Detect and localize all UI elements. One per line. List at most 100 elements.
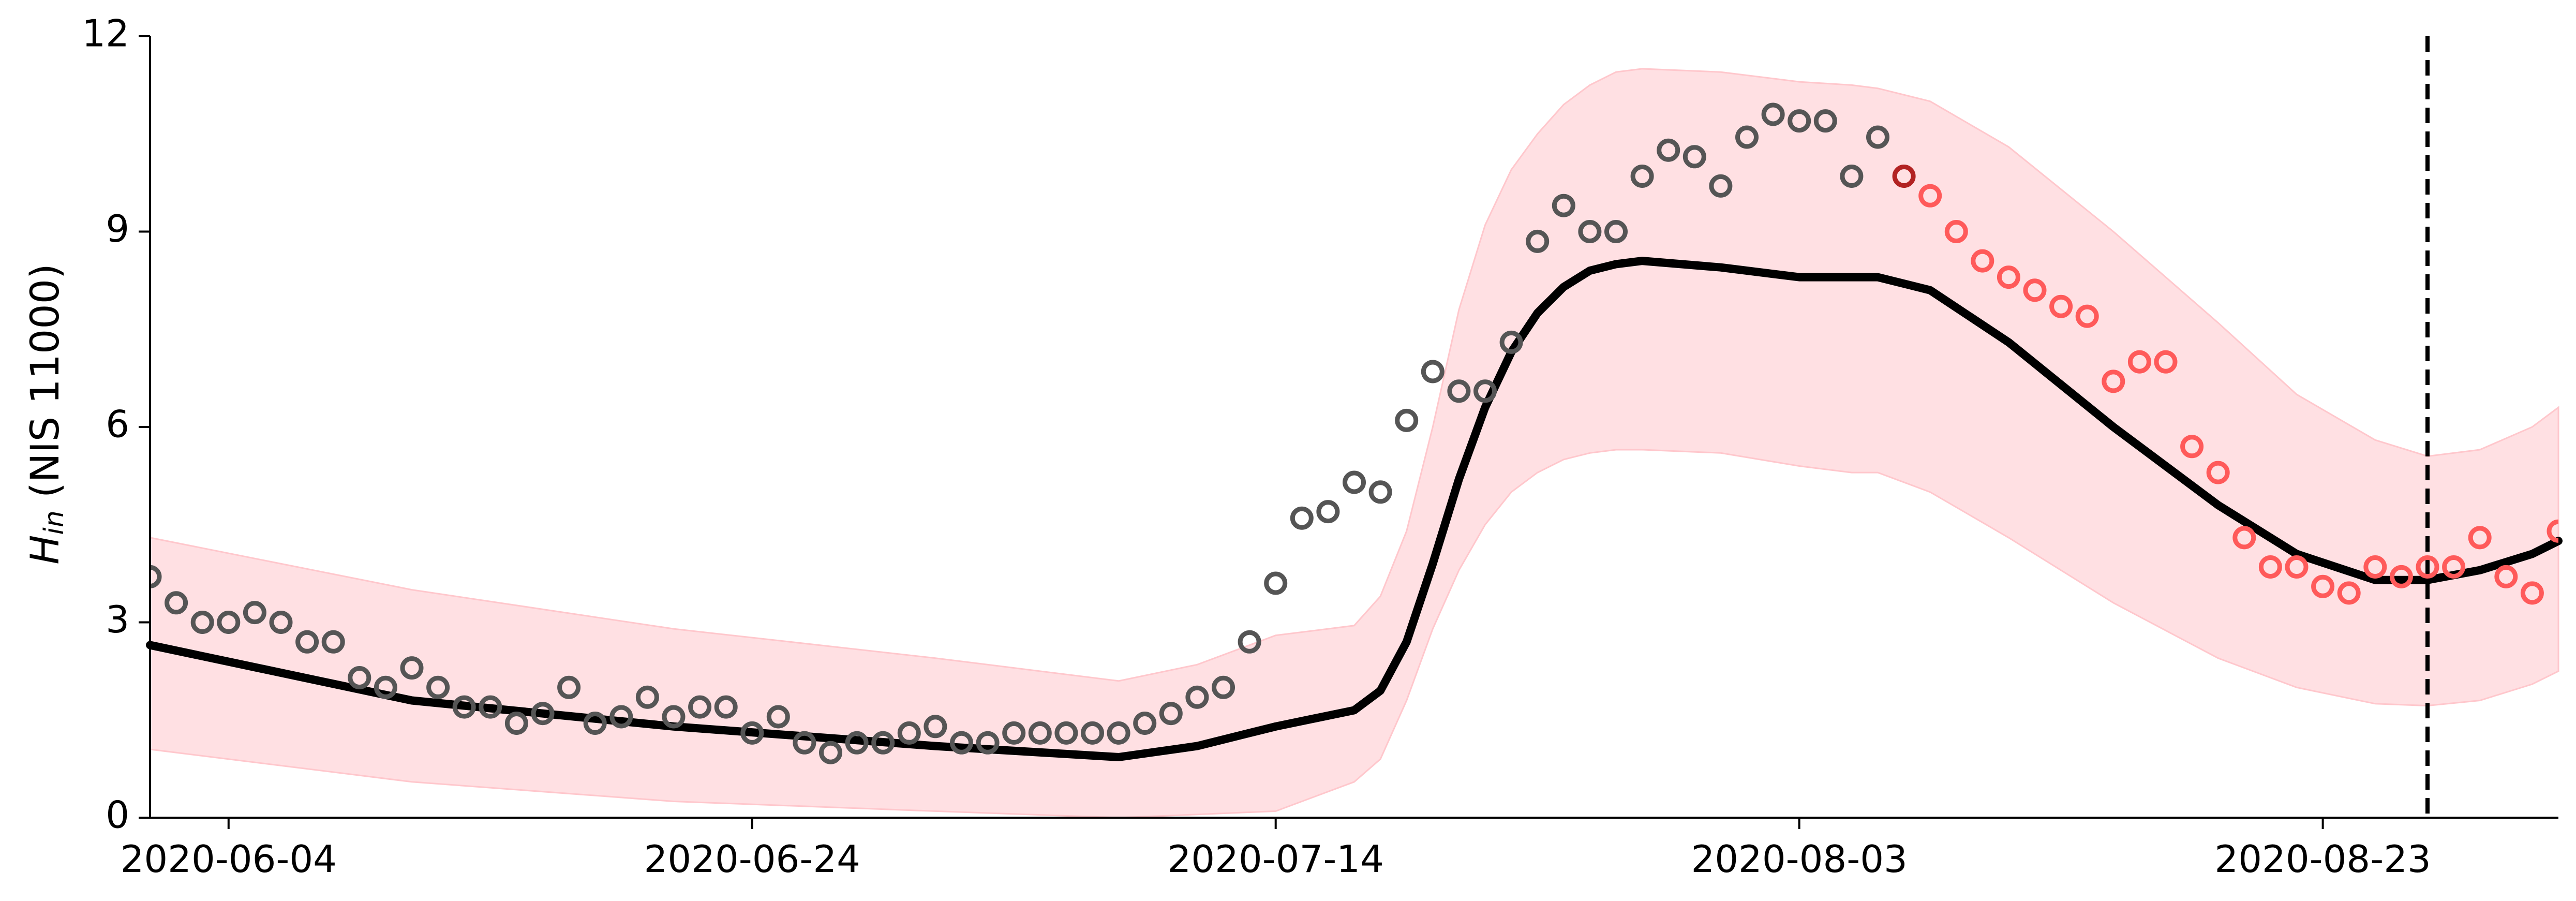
- observed-point: [1185, 685, 1209, 709]
- forecast-point: [2311, 574, 2335, 598]
- observed-point: [504, 712, 528, 735]
- y-axis-title-main: H: [22, 535, 68, 565]
- observed-point: [426, 675, 450, 699]
- x-tick-label: 2020-06-04: [121, 837, 337, 881]
- observed-point: [897, 721, 921, 745]
- observed-point: [1368, 480, 1392, 504]
- forecast-point: [2232, 526, 2256, 550]
- observed-point: [1735, 125, 1759, 149]
- observed-point: [1002, 721, 1026, 745]
- observed-point: [1709, 174, 1733, 198]
- forecast-point: [1944, 220, 1968, 243]
- forecast-point: [2416, 555, 2439, 579]
- observed-point: [1840, 165, 1864, 188]
- forecast-point: [2258, 555, 2282, 579]
- observed-point: [819, 741, 842, 764]
- y-tick-label: 6: [106, 403, 129, 446]
- y-tick-label: 9: [106, 207, 129, 250]
- observed-point: [165, 591, 188, 615]
- observed-point: [348, 666, 371, 689]
- forecast-point: [2337, 581, 2361, 605]
- observed-point: [871, 731, 895, 755]
- observed-point: [1813, 109, 1837, 133]
- forecast-point: [2049, 294, 2073, 318]
- observed-point: [740, 721, 764, 745]
- x-tick-label: 2020-07-14: [1167, 837, 1383, 881]
- observed-point: [269, 611, 293, 634]
- observed-point: [1133, 712, 1157, 735]
- observed-point: [1447, 379, 1471, 403]
- observed-point: [531, 702, 555, 726]
- observed-point: [1473, 379, 1497, 403]
- observed-point: [374, 675, 397, 699]
- observed-point: [1159, 702, 1183, 726]
- x-tick-label: 2020-08-23: [2214, 837, 2431, 881]
- highlight-point: [1892, 165, 1916, 188]
- forecast-point: [2442, 555, 2466, 579]
- forecast-point: [2102, 370, 2125, 393]
- observed-point: [1343, 470, 1366, 494]
- observed-point: [1238, 630, 1261, 654]
- forecast-point: [2023, 278, 2047, 302]
- observed-point: [1054, 721, 1078, 745]
- observed-point: [1552, 194, 1575, 217]
- observed-point: [662, 705, 686, 729]
- observed-point: [924, 715, 947, 738]
- forecast-point: [2127, 350, 2151, 374]
- observed-point: [609, 705, 633, 729]
- observed-point: [1682, 145, 1706, 169]
- forecast-point: [1918, 184, 1942, 208]
- observed-point: [1526, 229, 1550, 253]
- observed-point: [714, 695, 738, 719]
- observed-point: [400, 656, 424, 680]
- observed-point: [321, 630, 345, 654]
- observed-point: [1081, 721, 1104, 745]
- y-tick-label: 3: [106, 598, 129, 641]
- observed-point: [217, 611, 241, 634]
- observed-point: [243, 601, 266, 625]
- forecast-point: [2468, 526, 2492, 550]
- observed-point: [1316, 500, 1340, 524]
- observed-point: [1630, 165, 1654, 188]
- y-axis-title-sub: in: [39, 510, 70, 535]
- observed-point: [688, 695, 712, 719]
- observed-point: [479, 695, 502, 719]
- observed-point: [635, 685, 659, 709]
- fit-line: [146, 257, 2563, 761]
- y-axis-title: Hin (NIS 11000): [22, 263, 70, 564]
- observed-point: [452, 695, 476, 719]
- forecast-point: [2494, 565, 2518, 588]
- forecast-point: [2363, 555, 2387, 579]
- forecast-point: [2206, 461, 2230, 484]
- observed-point: [1604, 220, 1628, 243]
- observed-point: [557, 675, 581, 699]
- observed-point: [766, 705, 790, 729]
- observed-point: [1578, 220, 1602, 243]
- observed-point: [1028, 721, 1052, 745]
- observed-point: [1264, 571, 1288, 595]
- forecast-point: [2154, 350, 2178, 374]
- axes-layer: 0 3 6 9 12 2020-06-04 2020-06-24 2020-07-14 2020…: [82, 12, 2558, 881]
- observed-point: [1657, 138, 1680, 162]
- observed-point: [1499, 330, 1523, 354]
- observed-point: [1107, 721, 1130, 745]
- observed-point: [1761, 102, 1785, 126]
- forecast-point: [2520, 581, 2544, 605]
- observed-point: [950, 731, 973, 755]
- observed-point: [150, 565, 162, 588]
- forecast-point: [2389, 565, 2413, 588]
- confidence-band-layer: [149, 68, 2559, 819]
- observed-point: [1866, 125, 1889, 149]
- x-tick-label: 2020-08-03: [1691, 837, 1907, 881]
- forecast-point: [2547, 519, 2558, 543]
- x-tick-label: 2020-06-24: [644, 837, 860, 881]
- forecast-point: [2075, 304, 2099, 328]
- observed-point: [295, 630, 319, 654]
- observed-point: [793, 731, 816, 755]
- observed-point: [190, 611, 214, 634]
- forecast-point: [1971, 249, 1994, 273]
- forecast-point: [2285, 555, 2309, 579]
- svg-text:Hin (NIS 11000): Hin (NIS 11000): [22, 263, 70, 564]
- forecast-point: [2180, 435, 2204, 459]
